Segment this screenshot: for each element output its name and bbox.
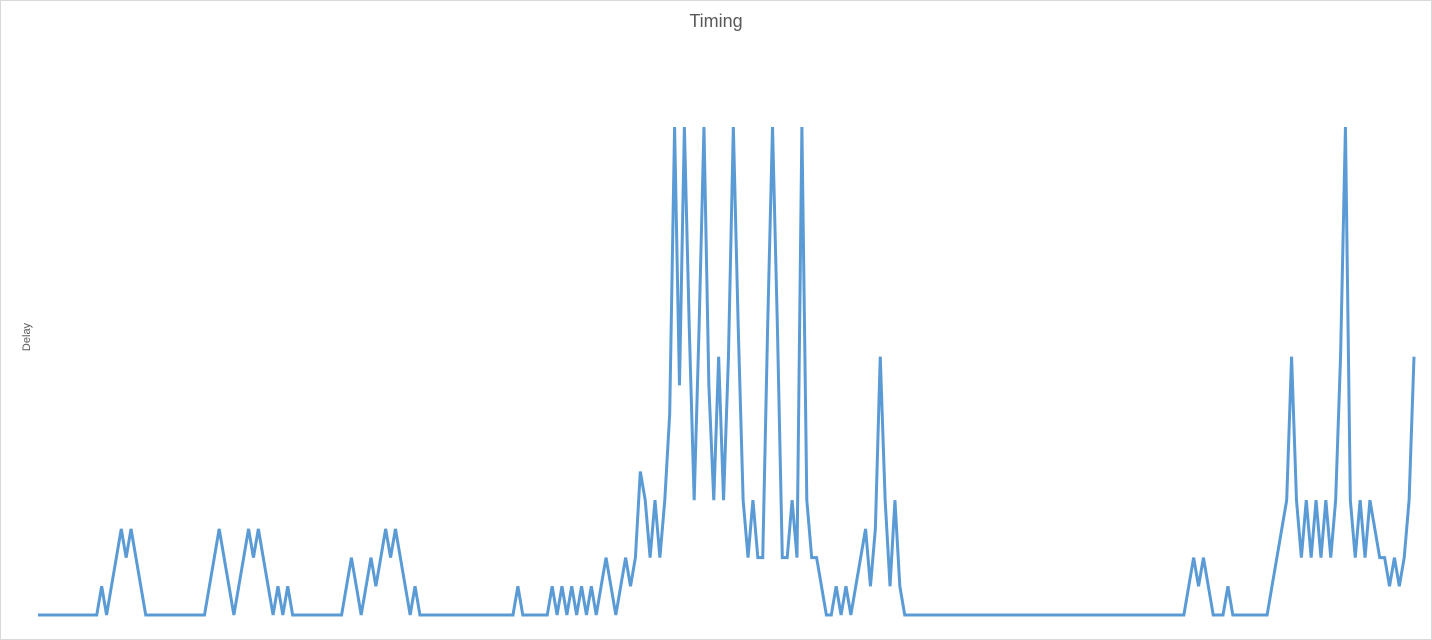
series-line-0	[38, 126, 1416, 617]
chart-title: Timing	[689, 11, 743, 31]
